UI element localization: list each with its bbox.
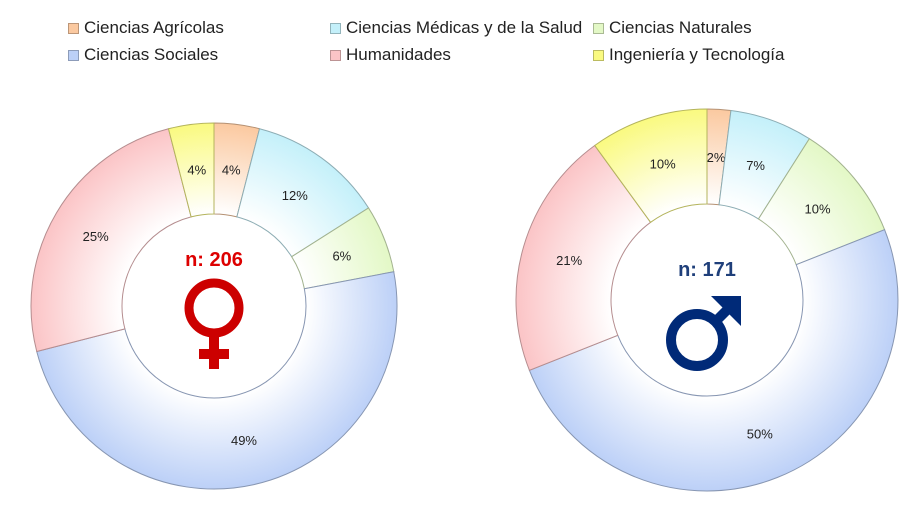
slice-label-humanidades: 25%	[83, 229, 109, 244]
slice-humanidades	[515, 144, 652, 371]
legend-swatch	[68, 22, 79, 34]
slice-label-ciencias-naturales: 6%	[332, 248, 351, 263]
slice-label-ciencias-sociales: 49%	[231, 433, 257, 448]
slice-label-ingenieria-y-tecnologia: 10%	[650, 157, 676, 172]
sample-size-label: n: 206	[185, 249, 243, 271]
slice-label-ciencias-medicas-y-de-la-salud: 12%	[282, 188, 308, 203]
slice-ingenieria-y-tecnologia	[167, 122, 215, 218]
doughnut-chart-1: 4% 12% 6% 49% 25% 4% n: 206	[30, 122, 398, 490]
slice-ciencias-sociales	[36, 271, 398, 490]
slice-humanidades	[30, 128, 192, 353]
legend-swatch	[68, 49, 79, 61]
doughnut-chart-2: 2% 7% 10% 50% 21% 10% n: 171	[515, 108, 899, 492]
slice-label-ciencias-sociales: 50%	[747, 426, 773, 441]
sample-size-label: n: 171	[678, 259, 736, 281]
legend-label: Ciencias Sociales	[84, 45, 219, 64]
legend-item-ingenieria: Ingeniería y Tecnología	[593, 45, 784, 65]
slice-label-ciencias-naturales: 10%	[805, 202, 831, 217]
slice-label-ciencias-agricolas: 2%	[707, 150, 726, 165]
legend-item-humanidades: Humanidades	[330, 45, 451, 65]
legend-swatch	[593, 22, 604, 34]
legend-label: Ingeniería y Tecnología	[609, 45, 785, 64]
slice-ciencias-sociales	[528, 229, 899, 492]
slice-label-ciencias-medicas-y-de-la-salud: 7%	[746, 158, 765, 173]
slice-label-ciencias-agricolas: 4%	[222, 163, 241, 178]
male-symbol-icon	[666, 296, 741, 371]
female-symbol-icon	[184, 278, 244, 369]
legend-swatch	[330, 22, 341, 34]
legend-swatch	[593, 49, 604, 61]
slice-label-ingenieria-y-tecnologia: 4%	[187, 163, 206, 178]
legend-item-ciencias-naturales: Ciencias Naturales	[593, 18, 752, 38]
legend-item-ciencias-medicas: Ciencias Médicas y de la Salud	[330, 18, 582, 38]
legend-swatch	[330, 49, 341, 61]
legend-label: Ciencias Médicas y de la Salud	[346, 18, 583, 37]
slice-ingenieria-y-tecnologia	[594, 108, 708, 224]
legend-label: Humanidades	[346, 45, 451, 64]
legend-item-ciencias-agricolas: Ciencias Agrícolas	[68, 18, 224, 38]
legend-label: Ciencias Naturales	[609, 18, 752, 37]
legend-item-ciencias-sociales: Ciencias Sociales	[68, 45, 218, 65]
slice-label-humanidades: 21%	[556, 253, 582, 268]
legend: Ciencias Agrícolas Ciencias Médicas y de…	[0, 0, 921, 80]
legend-label: Ciencias Agrícolas	[84, 18, 224, 37]
